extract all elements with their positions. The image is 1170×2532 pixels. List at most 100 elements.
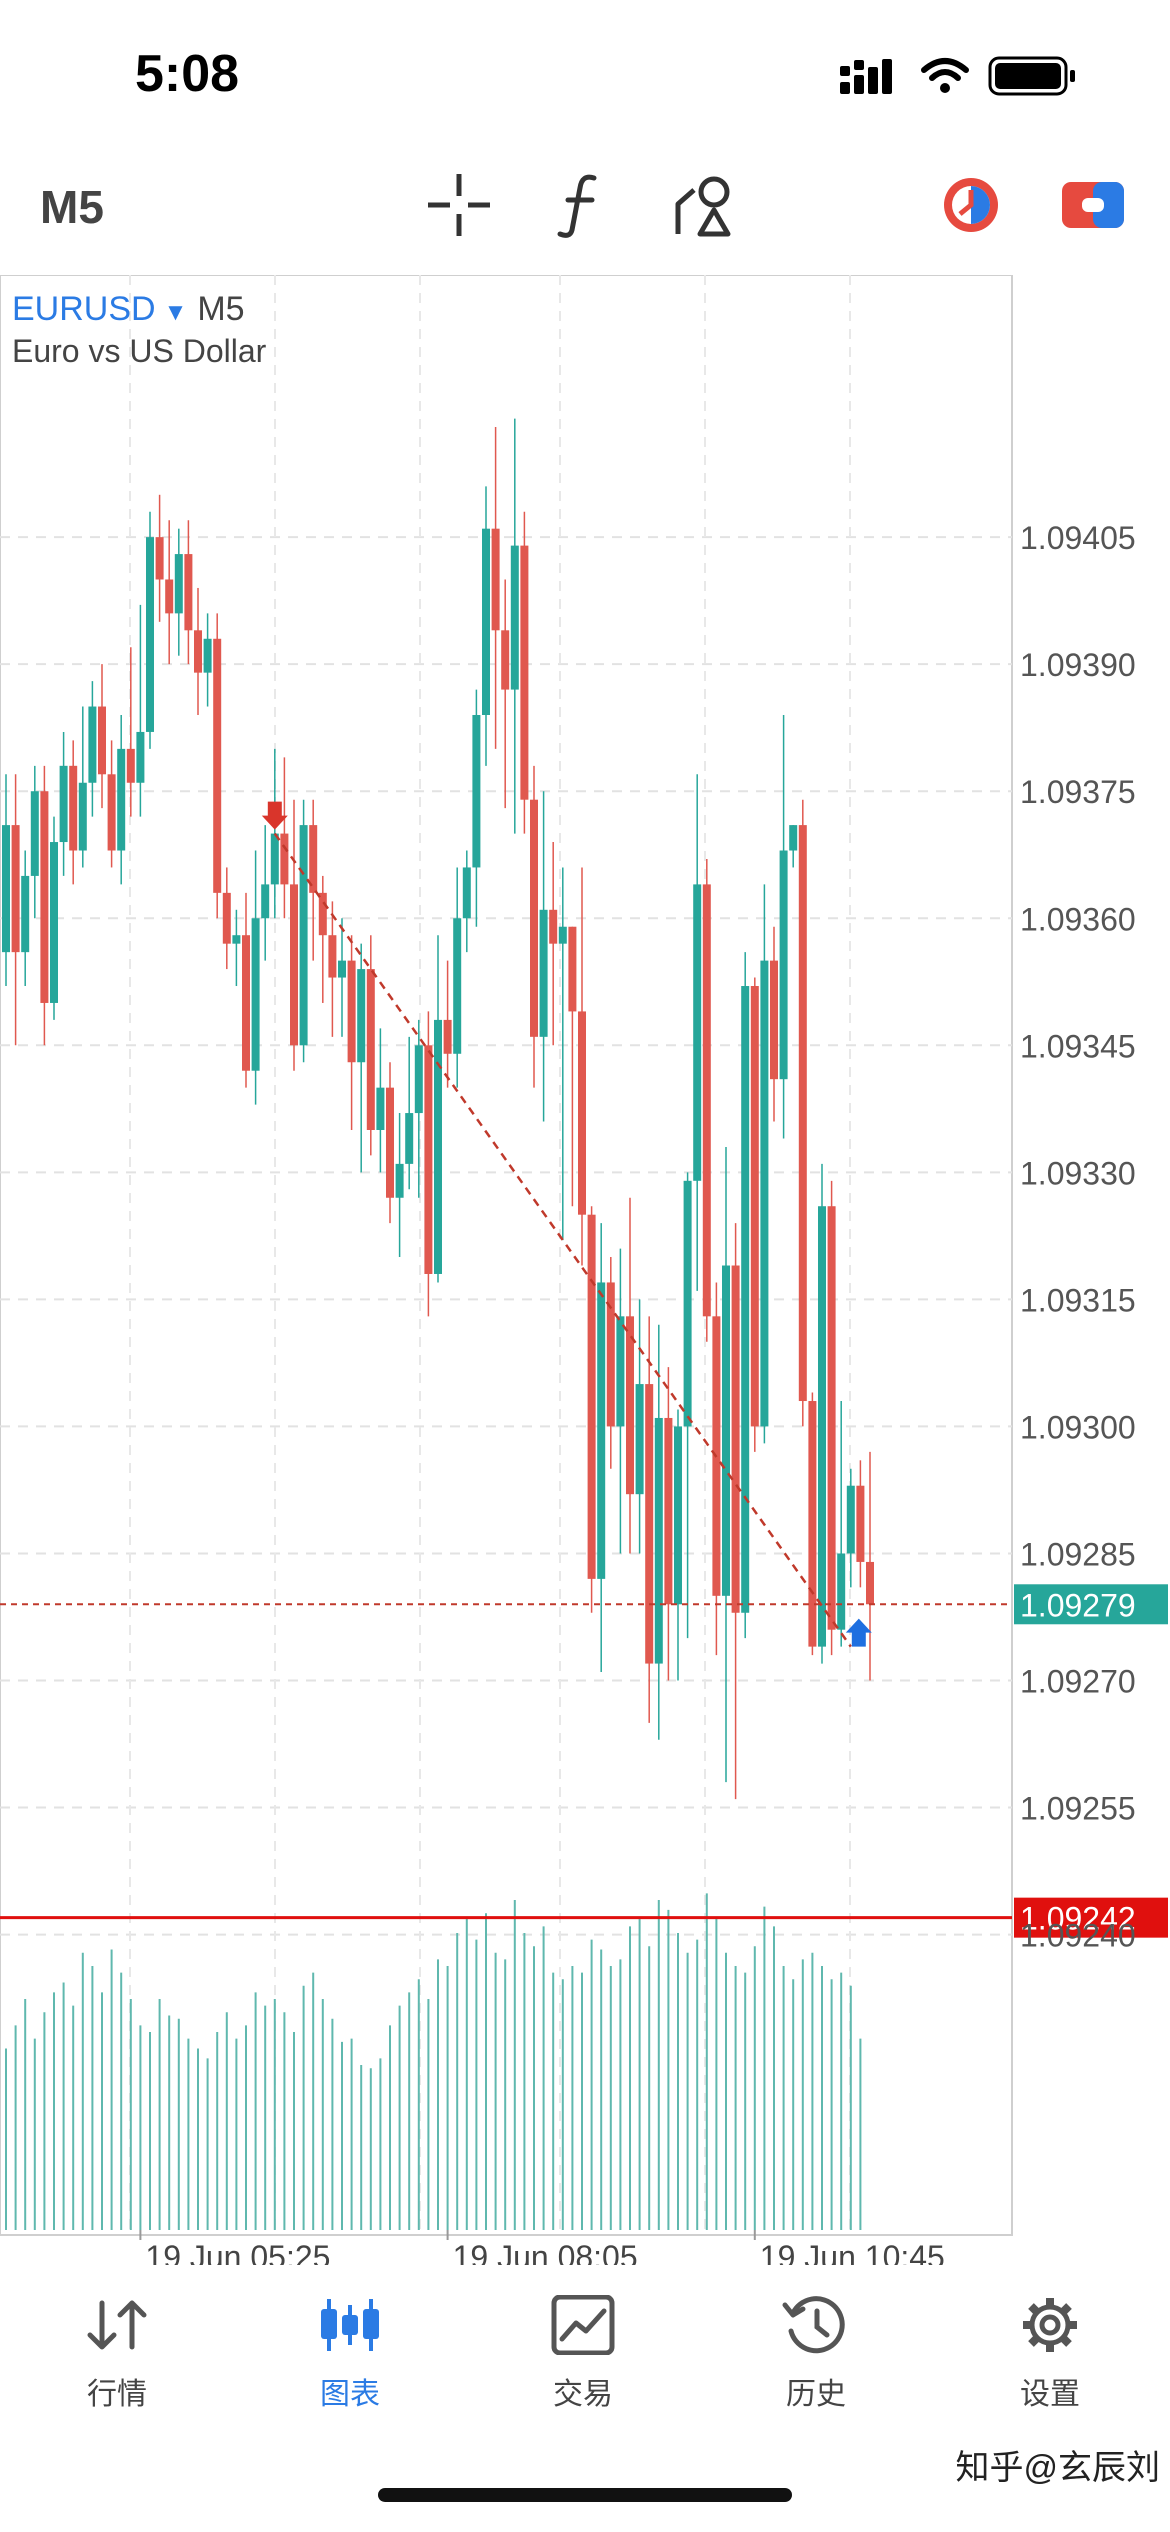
symbol-timeframe: M5 (197, 290, 245, 328)
tab-quotes[interactable]: 行情 (37, 2295, 197, 2413)
candle-body (693, 884, 702, 1181)
price-level-label: 1.09242 (1020, 1901, 1136, 1937)
candle-body (357, 969, 366, 1063)
quotes-arrows-icon (87, 2300, 147, 2350)
candle-body (117, 748, 126, 851)
candle-body (856, 1485, 865, 1562)
tab-trade[interactable]: 交易 (503, 2295, 663, 2413)
candle-body (520, 545, 529, 800)
price-axis: 1.09405 1.09390 1.09375 1.09360 1.09345 1.093… (1020, 520, 1136, 1953)
candle-body (827, 1206, 836, 1630)
candle-body (539, 909, 548, 1037)
tab-history[interactable]: 历史 (736, 2295, 896, 2413)
candle-body (808, 1401, 817, 1647)
candle-body (270, 833, 279, 885)
tab-settings-label: 设置 (1020, 2378, 1080, 2411)
candle-body (760, 960, 769, 1427)
candle-body (165, 579, 174, 614)
candle-body (414, 1045, 423, 1114)
candle-body (222, 892, 231, 944)
symbol-dropdown-icon[interactable]: ▼ (163, 299, 188, 326)
one-click-trading-icon[interactable] (936, 170, 1006, 240)
candle-body (309, 825, 318, 893)
candle-body (597, 1282, 606, 1579)
objects-shapes-icon[interactable] (672, 170, 742, 240)
volume-bars (5, 1893, 862, 2230)
candle-body (69, 765, 78, 851)
chart-overlays: 1.09279 1.09242 (0, 801, 1168, 1938)
candle-body (683, 1180, 692, 1427)
timeframe-button[interactable]: M5 (40, 181, 104, 233)
price-tick-label: 1.09300 (1020, 1409, 1136, 1445)
candle-body (866, 1561, 874, 1605)
candle-body (587, 1214, 596, 1579)
status-bar: 5:08 (0, 0, 1170, 150)
buy-arrow-icon (845, 1618, 872, 1647)
tab-settings[interactable]: 设置 (970, 2295, 1130, 2413)
candle-body (395, 1163, 404, 1198)
candle-body (789, 825, 798, 851)
trade-panel-icon[interactable] (1058, 170, 1128, 240)
candle-body (59, 765, 68, 843)
candle-body (654, 1417, 663, 1664)
bottom-tab-bar: 行情 图表 交易 历史 (0, 2265, 1170, 2532)
price-tick-label: 1.09375 (1020, 774, 1136, 810)
trade-connection-line (273, 832, 852, 1648)
time-label: 19 Jun 10:45 (760, 2239, 945, 2265)
candle-body (491, 528, 500, 631)
candle-body (549, 909, 558, 944)
candle-body (443, 1019, 452, 1054)
watermark: 知乎@玄辰刘 (955, 2449, 1160, 2487)
indicator-function-icon[interactable] (548, 170, 618, 240)
candle-body (30, 791, 39, 876)
candle-body (702, 884, 711, 1317)
symbol-selector[interactable]: EURUSD ▼ M5 (12, 290, 245, 329)
price-tick-label: 1.09390 (1020, 647, 1136, 683)
candle-body (770, 960, 778, 1080)
sell-arrow-icon (261, 801, 288, 830)
candle-body (482, 528, 490, 715)
candlestick-chart-icon (321, 2299, 379, 2351)
candle-body (232, 935, 241, 944)
candle-body (98, 706, 106, 775)
candle-body (779, 850, 788, 1080)
price-tick-label: 1.09360 (1020, 901, 1136, 937)
candle-body (645, 1384, 654, 1664)
candle-body (606, 1282, 615, 1427)
candle-body (174, 554, 183, 614)
tab-chart[interactable]: 图表 (270, 2295, 430, 2413)
candle-body (213, 638, 222, 893)
candle-body (462, 867, 471, 919)
crosshair-icon[interactable] (424, 170, 494, 240)
settings-gear-icon (1023, 2298, 1077, 2352)
candle-body (405, 1113, 414, 1164)
candle-body (664, 1417, 673, 1605)
time-label: 19 Jun 05:25 (145, 2239, 330, 2265)
candle-body (50, 842, 58, 1003)
candle-body (251, 918, 260, 1071)
candle-body (184, 554, 193, 631)
candle-body (290, 884, 298, 1046)
candle-body (750, 986, 759, 1427)
symbol-name[interactable]: EURUSD (12, 290, 156, 328)
price-tick-label: 1.09285 (1020, 1536, 1136, 1572)
candle-body (616, 1316, 625, 1427)
wifi-icon (921, 58, 969, 93)
candle-body (40, 791, 49, 1003)
tab-quotes-label: 行情 (87, 2378, 147, 2411)
candle-body (530, 799, 538, 1037)
candle-body (722, 1265, 730, 1596)
candle-body (328, 935, 337, 978)
candle-body (126, 748, 135, 783)
candle-body (338, 960, 346, 978)
trade-chart-icon (551, 2295, 615, 2355)
candle-body (846, 1485, 855, 1554)
price-tick-label: 1.09255 (1020, 1791, 1136, 1827)
battery-icon (988, 56, 1075, 96)
chart-toolbar: M5 (0, 150, 1170, 270)
candle-body (376, 1087, 385, 1130)
time-label: 19 Jun 08:05 (453, 2239, 638, 2265)
status-icons (840, 56, 1075, 96)
candle-body (280, 833, 289, 885)
